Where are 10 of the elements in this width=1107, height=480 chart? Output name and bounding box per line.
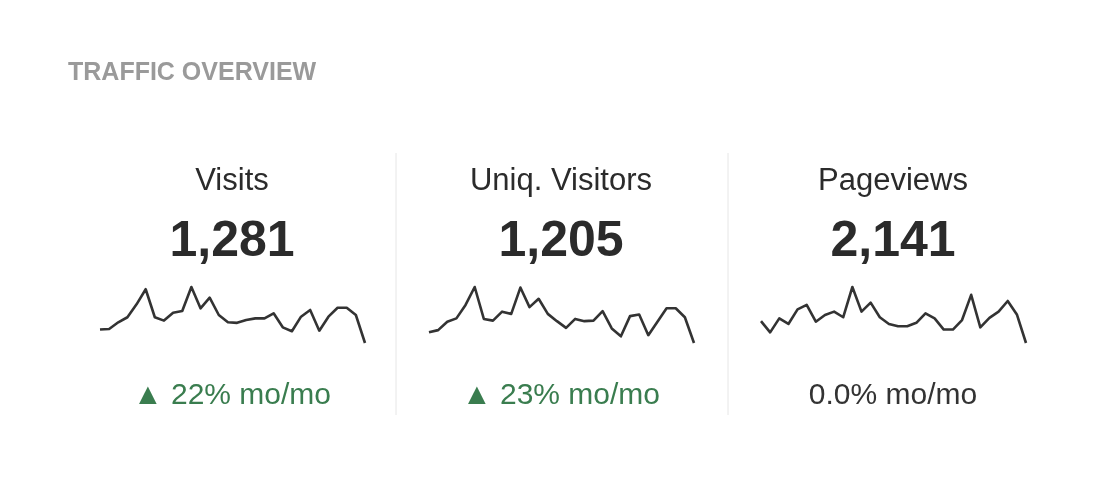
chart-subtitle: 1,205: [498, 211, 624, 267]
chart-subtitle: 2,141: [830, 211, 956, 267]
text: ▲ 23% mo/mo: [461, 377, 661, 410]
chart-title: Pageviews: [818, 162, 968, 197]
chart-title: Uniq. Visitors: [469, 162, 653, 197]
text: 0.0% mo/mo: [808, 377, 978, 410]
text: ▲ 22% mo/mo: [132, 377, 332, 410]
text: TRAFFIC OVERVIEW: [68, 57, 317, 85]
chart-title: Visits: [195, 162, 269, 197]
chart-subtitle: 1,281: [169, 211, 295, 267]
